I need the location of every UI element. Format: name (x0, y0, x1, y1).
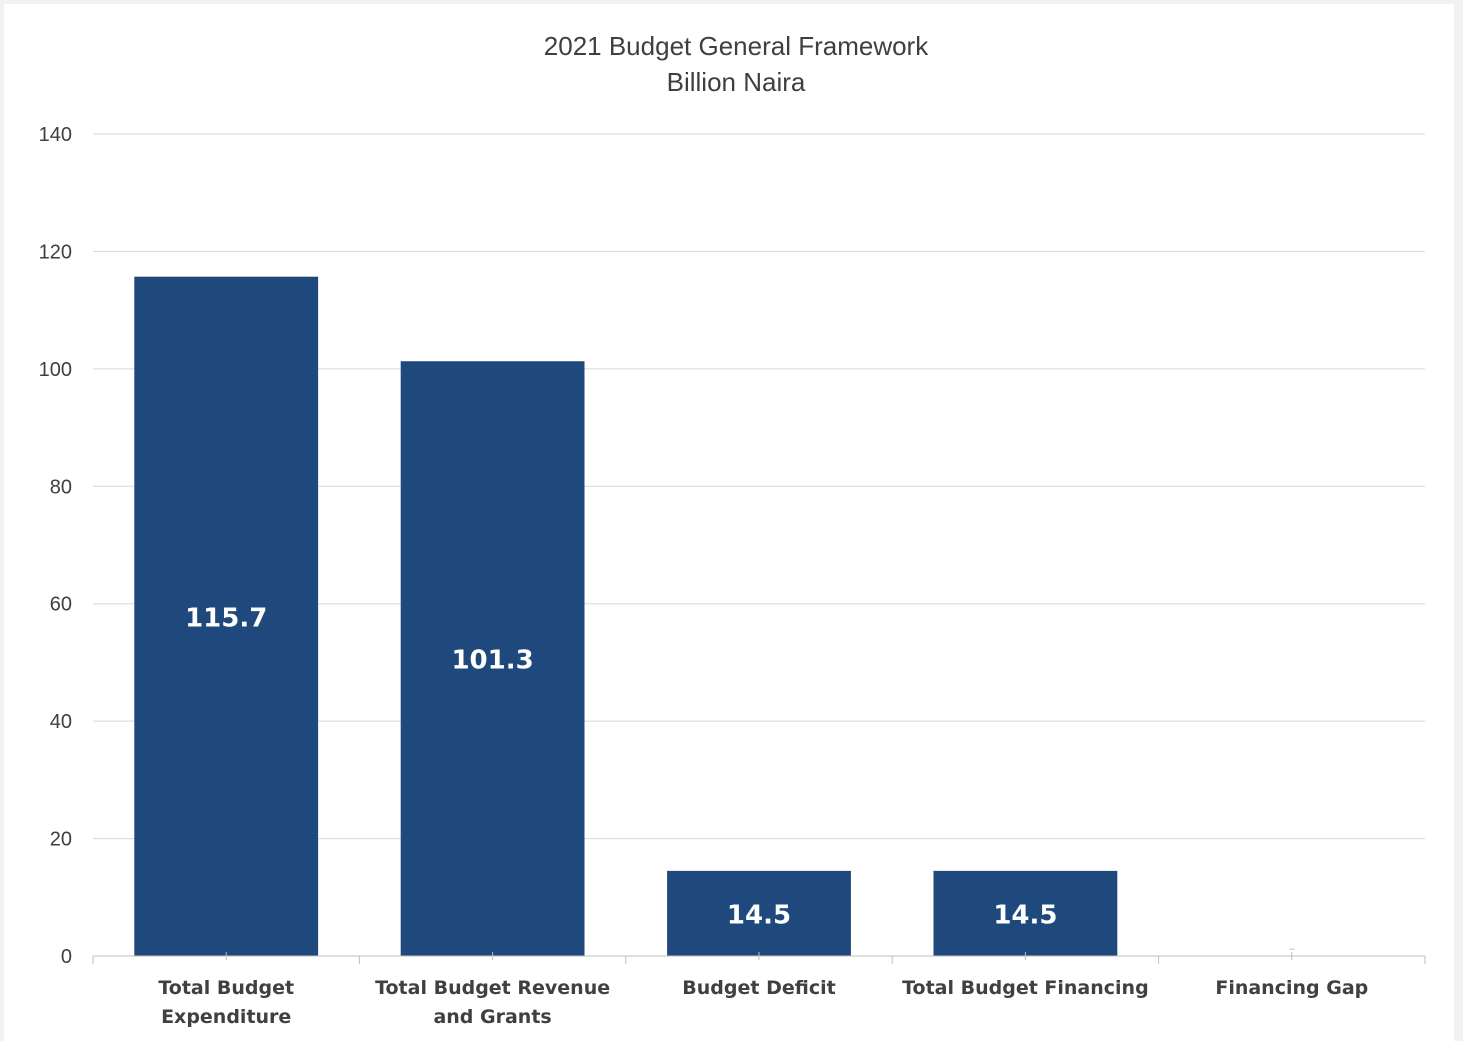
x-axis: Total Budget Expenditure Total Budget Reve… (92, 952, 1426, 1028)
y-tick-label: 60 (50, 594, 72, 616)
y-tick-label: 120 (39, 241, 72, 263)
bar-chart: 2021 Budget General Framework Billion Na… (39, 31, 1426, 1028)
chart-title: 2021 Budget General Framework (544, 31, 929, 61)
chart-area: 2021 Budget General Framework Billion Na… (4, 4, 1454, 1041)
chart-subtitle: Billion Naira (667, 67, 806, 97)
y-tick-label: 80 (50, 476, 72, 498)
bar-value-label: - (1288, 936, 1295, 960)
bar-value-label: 14.5 (727, 900, 791, 930)
y-tick-label: 0 (61, 946, 72, 968)
bar-value-label: 115.7 (185, 603, 267, 633)
x-category-label: Financing Gap (1215, 977, 1368, 999)
y-axis: 0 20 40 60 80 100 120 140 (39, 124, 72, 968)
y-tick-label: 140 (39, 124, 72, 146)
bar (667, 870, 851, 956)
bar (933, 870, 1118, 956)
x-category-label: Budget Deficit (682, 977, 835, 999)
bars (134, 276, 1118, 957)
bar (400, 361, 585, 957)
x-category-label: Total Budget Expenditure (158, 977, 294, 1028)
y-tick-label: 100 (39, 359, 72, 381)
x-category-label: Total Budget Financing (902, 977, 1149, 999)
bar-value-label: 101.3 (451, 646, 533, 676)
bar-value-label: 14.5 (993, 900, 1057, 930)
bar (134, 276, 319, 956)
data-labels: 115.7 101.3 14.5 14.5 - (185, 603, 1295, 960)
x-category-label: Total Budget Revenue and Grants (375, 977, 610, 1028)
y-tick-label: 20 (50, 829, 72, 851)
y-tick-label: 40 (50, 711, 72, 733)
